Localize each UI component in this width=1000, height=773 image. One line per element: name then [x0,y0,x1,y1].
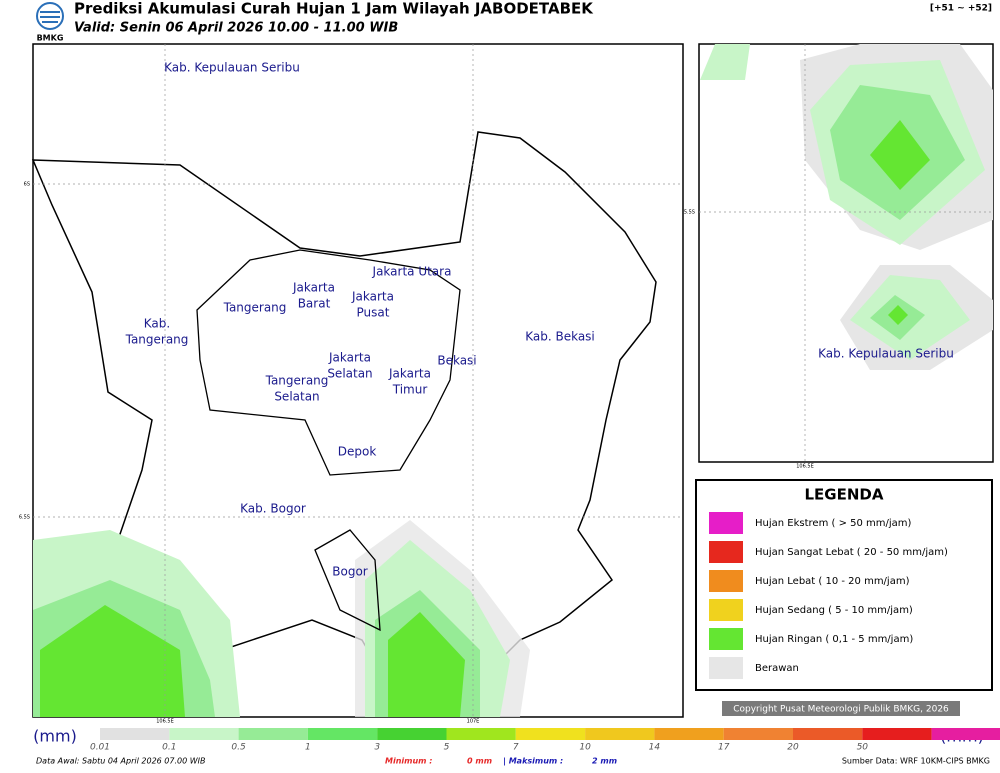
lat-label: 5.5S [684,210,695,216]
lon-label: 106.5E [156,719,173,725]
inset-map [698,43,994,463]
source: Sumber Data: WRF 10KM-CIPS BMKG [842,757,990,766]
logo-text: BMKG [37,34,64,43]
region-label: Kab. Bekasi [525,330,595,344]
region-label: Bekasi [437,354,476,368]
scale-label: 0.1 [162,743,176,753]
region-label: Selatan [274,390,319,404]
region-label: Kab. Bogor [240,502,306,516]
region-label: Bogor [332,565,368,579]
range: [+51 ~ +52] [930,4,992,14]
legend-label: Berawan [755,663,799,674]
scale-label: 14 [649,743,661,753]
scale-segment [723,728,793,740]
scale-segment [654,728,724,740]
scale-segment [238,728,308,740]
legend-label: Hujan Sangat Lebat ( 20 - 50 mm/jam) [755,547,948,558]
min-label: Minimum : [385,757,433,766]
scale-segment [515,728,586,740]
legend-swatch [709,599,743,621]
scale-label: 1 [305,743,311,753]
lon-label: 106.5E [796,464,813,470]
legend-swatch [709,541,743,563]
unit-left: (mm) [33,727,77,746]
scale-segment [307,728,378,740]
lon-label: 107E [467,719,480,725]
legend-swatch [709,657,743,679]
region-label: Timur [392,383,428,397]
scale-segment [100,728,170,740]
region-label: Depok [338,445,377,459]
inset-label: Kab. Kepulauan Seribu [818,347,954,361]
region-label: Kab. Kepulauan Seribu [164,61,300,75]
region-label: Jakarta [388,367,431,381]
data-awal: Data Awal: Sabtu 04 April 2026 07.00 WIB [36,757,206,766]
legend-swatch [709,628,743,650]
scale-label: 10 [579,743,591,753]
min-value: 0 mm [467,757,492,766]
scale-label: 0.5 [231,743,246,753]
region-label: Jakarta [351,290,394,304]
region-label: Tangerang [223,301,287,315]
lat-label: 6.5S [19,515,30,521]
max-label: | Maksimum : [503,757,563,766]
legend-swatch [709,512,743,534]
region-label: Selatan [327,367,372,381]
scale-label: 7 [513,743,519,753]
region-label: Jakarta [292,281,335,295]
scale-label: 5 [444,743,450,753]
legend-label: Hujan Ekstrem ( > 50 mm/jam) [755,518,912,529]
copyright: Copyright Pusat Meteorologi Publik BMKG,… [733,705,949,715]
legend-box [695,479,993,691]
region-label: Tangerang [265,374,329,388]
scale-label: 17 [718,743,730,753]
legend-label: Hujan Lebat ( 10 - 20 mm/jam) [755,576,910,587]
region-label: Pusat [357,306,390,320]
lat-label: 6S [24,182,30,188]
scale-label: 20 [787,743,799,753]
title: Prediksi Akumulasi Curah Hujan 1 Jam Wil… [74,0,594,18]
scale-segment [862,728,932,740]
region-label: Jakarta [328,351,371,365]
scale-label: 3 [374,743,380,753]
region-label: Jakarta Utara [372,265,452,279]
max-value: 2 mm [592,757,617,766]
valid-time: Valid: Senin 06 April 2026 10.00 - 11.00… [74,21,398,36]
scale-label: 0.01 [90,743,110,753]
region-label: Barat [298,297,331,311]
copyright-box [722,701,960,716]
scale-segment [585,728,655,740]
legend-label: Hujan Sedang ( 5 - 10 mm/jam) [755,605,913,616]
scale-segment [931,728,1000,740]
region-label: Tangerang [125,333,189,347]
region-label: Kab. [144,317,170,331]
scale-segment [446,728,516,740]
scale-label: 50 [857,743,869,753]
legend-swatch [709,570,743,592]
legend-label: Hujan Ringan ( 0,1 - 5 mm/jam) [755,634,913,645]
scale-segment [793,728,863,740]
scale-segment [169,728,239,740]
logo [36,2,64,30]
main-map [31,43,684,718]
scale-segment [377,728,447,740]
legend-title: LEGENDA [805,486,884,504]
